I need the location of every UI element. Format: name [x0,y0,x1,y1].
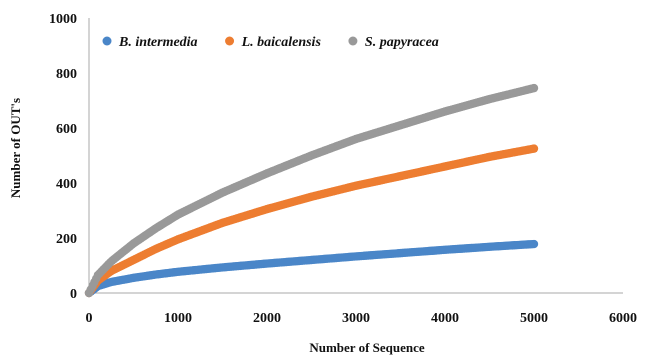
y-tick-label: 200 [56,232,77,247]
legend-marker [348,36,358,46]
series-group [84,83,539,298]
y-tick-label: 800 [56,67,77,82]
y-tick-label: 1000 [49,12,77,27]
legend-marker [102,36,112,46]
x-tick-label: 5000 [520,311,548,326]
x-tick-label: 4000 [431,311,459,326]
x-tick-label: 3000 [342,311,370,326]
data-point [529,239,539,249]
legend-marker [225,36,235,46]
x-tick-label: 6000 [609,311,637,326]
x-axis-title: Number of Sequence [309,340,425,355]
x-tick-label: 1000 [164,311,192,326]
y-tick-label: 0 [70,287,77,302]
data-point [529,83,539,93]
x-tick-label: 0 [86,311,93,326]
legend-label: S. papyracea [365,35,439,50]
series-markers [84,83,539,298]
x-tick-labels: 0 1000 2000 3000 4000 5000 6000 [86,311,638,326]
series-markers [84,144,539,298]
legend-label: B. intermedia [118,35,198,50]
legend: B. intermedia L. baicalensis S. papyracea [102,35,439,50]
data-point [529,144,539,153]
y-axis-title: Number of OUT's [8,98,23,198]
y-tick-labels: 0 200 400 600 800 1000 [49,12,77,302]
y-tick-label: 600 [56,122,77,137]
y-tick-label: 400 [56,177,77,192]
x-tick-label: 2000 [253,311,281,326]
legend-label: L. baicalensis [241,35,322,50]
series-markers [84,239,539,298]
